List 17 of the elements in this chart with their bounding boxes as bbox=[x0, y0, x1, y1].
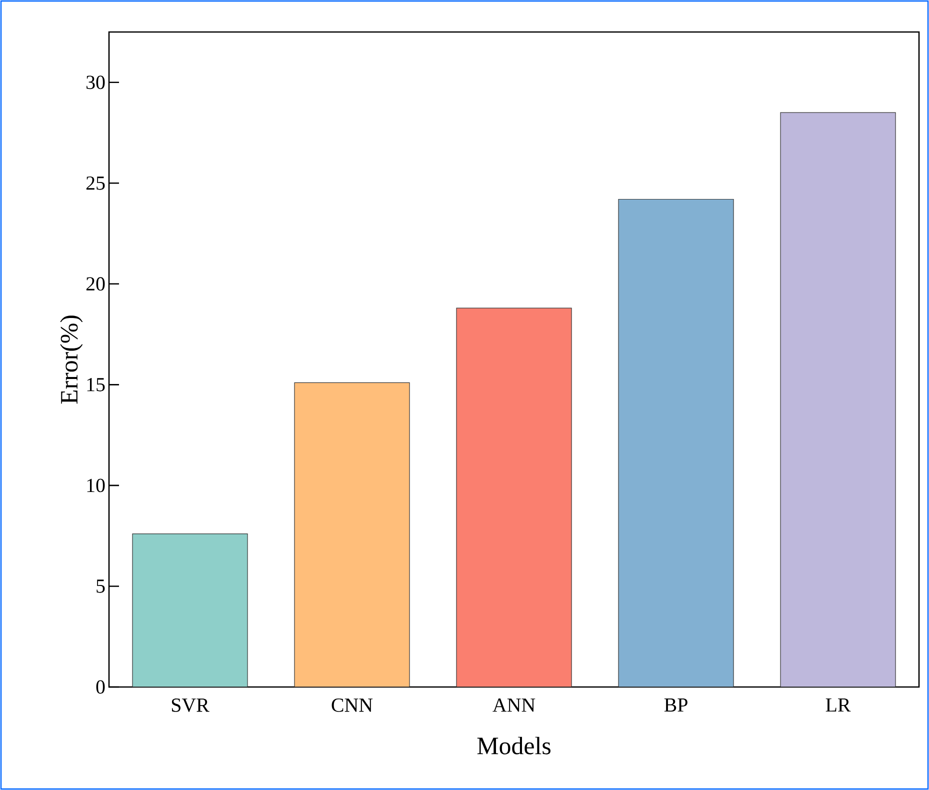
bar bbox=[294, 382, 410, 687]
bar bbox=[780, 112, 896, 687]
y-tick-label: 25 bbox=[86, 176, 105, 190]
y-tick-label: 5 bbox=[96, 580, 105, 593]
y-tick-label: 30 bbox=[86, 76, 105, 90]
x-tick-label: ANN bbox=[492, 698, 536, 712]
x-tick-label: LR bbox=[826, 698, 851, 712]
y-tick-label: 0 bbox=[96, 680, 105, 694]
x-axis-title: Models bbox=[477, 736, 550, 754]
x-tick-label: SVR bbox=[172, 698, 210, 712]
y-tick-label: 10 bbox=[87, 478, 105, 492]
y-axis-title: Error(%) bbox=[60, 316, 83, 404]
bar bbox=[132, 534, 248, 687]
x-tick-label: BP bbox=[664, 698, 688, 712]
y-tick-label: 15 bbox=[87, 378, 105, 392]
x-tick-label: CNN bbox=[332, 698, 373, 712]
y-tick-label: 20 bbox=[86, 277, 105, 291]
